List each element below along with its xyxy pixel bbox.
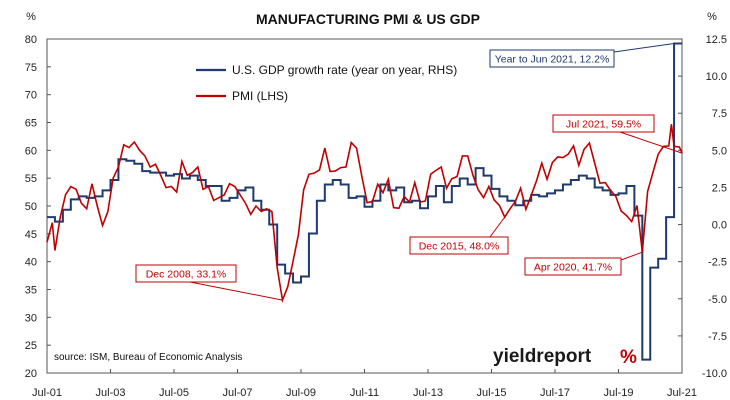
callout-pmi-apr2020: Apr 2020, 41.7% bbox=[524, 251, 643, 276]
callout-text: Dec 2015, 48.0% bbox=[419, 241, 500, 253]
right-tick-label: 7.5 bbox=[712, 108, 727, 120]
right-tick-label: -7.5 bbox=[708, 331, 727, 343]
callout-text: Apr 2020, 41.7% bbox=[534, 262, 612, 274]
brand-name: yieldreport bbox=[493, 346, 592, 367]
x-tick-label: Jul-21 bbox=[667, 387, 697, 399]
left-tick-label: 25 bbox=[25, 340, 37, 352]
left-tick-label: 30 bbox=[25, 312, 37, 324]
left-tick-label: 60 bbox=[25, 145, 37, 157]
callout-leader-line bbox=[189, 281, 283, 301]
chart-title: MANUFACTURING PMI & US GDP bbox=[256, 11, 480, 27]
x-tick-label: Jul-07 bbox=[223, 387, 253, 399]
pmi-series-line bbox=[46, 124, 683, 304]
legend: U.S. GDP growth rate (year on year, RHS)… bbox=[196, 63, 457, 103]
right-tick-label: 10.0 bbox=[706, 71, 727, 83]
callout-text: Jul 2021, 59.5% bbox=[566, 119, 641, 131]
x-tick-label: Jul-01 bbox=[32, 387, 62, 399]
callout-box bbox=[135, 264, 237, 283]
right-tick-label: 5.0 bbox=[712, 145, 727, 157]
x-tick-label: Jul-03 bbox=[96, 387, 126, 399]
callout-pmi-dec2015: Dec 2015, 48.0% bbox=[409, 216, 509, 255]
brand-logo: yieldreport % bbox=[493, 346, 637, 368]
callout-text: Year to Jun 2021, 12.2% bbox=[495, 54, 610, 66]
callout-box bbox=[409, 236, 509, 255]
callout-box bbox=[489, 49, 615, 68]
brand-percent-icon: % bbox=[620, 347, 637, 368]
callout-text: Dec 2008, 33.1% bbox=[146, 269, 227, 281]
left-tick-label: 55 bbox=[25, 173, 37, 185]
left-tick-label: 20 bbox=[25, 368, 37, 380]
right-axis-unit: % bbox=[707, 11, 717, 23]
right-tick-label: -10.0 bbox=[702, 368, 727, 380]
x-tick-label: Jul-15 bbox=[477, 387, 507, 399]
right-tick-label: 2.5 bbox=[712, 182, 727, 194]
left-axis-unit: % bbox=[26, 11, 36, 23]
callout-box bbox=[552, 114, 655, 133]
callout-leader-line bbox=[620, 251, 643, 261]
x-tick-label: Jul-13 bbox=[413, 387, 443, 399]
callout-leader-line bbox=[489, 216, 506, 238]
right-tick-label: 0.0 bbox=[712, 220, 727, 232]
x-tick-label: Jul-19 bbox=[604, 387, 634, 399]
right-tick-label: -2.5 bbox=[708, 257, 727, 269]
right-tick-label: -5.0 bbox=[708, 294, 727, 306]
callout-leader-line bbox=[619, 131, 683, 154]
gdp-series-line bbox=[47, 42, 682, 361]
left-tick-label: 45 bbox=[25, 229, 37, 241]
left-tick-label: 75 bbox=[25, 62, 37, 74]
legend-pmi-label: PMI (LHS) bbox=[232, 89, 288, 103]
left-tick-label: 50 bbox=[25, 201, 37, 213]
left-tick-label: 35 bbox=[25, 285, 37, 297]
legend-gdp-label: U.S. GDP growth rate (year on year, RHS) bbox=[232, 63, 457, 77]
x-tick-label: Jul-11 bbox=[350, 387, 379, 399]
source-note: source: ISM, Bureau of Economic Analysis bbox=[54, 352, 242, 363]
left-tick-label: 65 bbox=[25, 118, 37, 130]
x-tick-label: Jul-17 bbox=[540, 387, 570, 399]
x-tick-label: Jul-09 bbox=[286, 387, 316, 399]
left-tick-label: 70 bbox=[25, 90, 37, 102]
callout-pmi-jul2021: Jul 2021, 59.5% bbox=[552, 114, 683, 154]
callout-pmi-dec2008: Dec 2008, 33.1% bbox=[135, 264, 283, 301]
x-tick-label: Jul-05 bbox=[159, 387, 189, 399]
right-tick-label: 12.5 bbox=[706, 34, 727, 46]
callout-leader-line bbox=[613, 42, 675, 53]
left-tick-label: 80 bbox=[25, 34, 37, 46]
callout-box bbox=[524, 257, 622, 276]
left-tick-label: 40 bbox=[25, 257, 37, 269]
callout-gdp-jun2021: Year to Jun 2021, 12.2% bbox=[489, 42, 675, 68]
